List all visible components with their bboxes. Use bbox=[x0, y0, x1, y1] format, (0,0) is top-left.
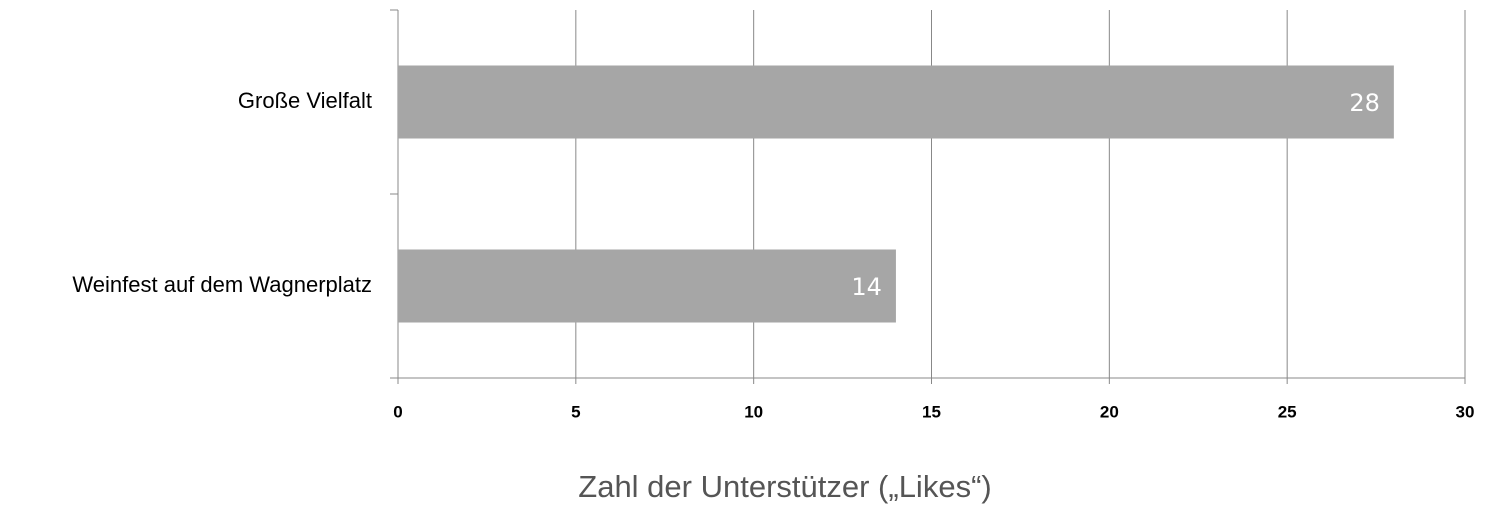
y-tick-label: Weinfest auf dem Wagnerplatz bbox=[72, 272, 372, 297]
x-tick-label: 15 bbox=[922, 402, 941, 421]
x-tick-label: 25 bbox=[1278, 402, 1297, 421]
y-tick-label: Große Vielfalt bbox=[238, 88, 372, 113]
x-axis-label: Zahl der Unterstützer („Likes“) bbox=[578, 469, 991, 504]
x-tick-label: 0 bbox=[393, 402, 402, 421]
x-tick-label: 30 bbox=[1456, 402, 1475, 421]
x-tick-label: 20 bbox=[1100, 402, 1119, 421]
x-tick-label: 10 bbox=[744, 402, 763, 421]
value-label: 28 bbox=[1349, 89, 1380, 117]
bar bbox=[398, 249, 896, 323]
bar bbox=[398, 65, 1394, 139]
value-label: 14 bbox=[851, 273, 882, 301]
x-tick-label: 5 bbox=[571, 402, 580, 421]
